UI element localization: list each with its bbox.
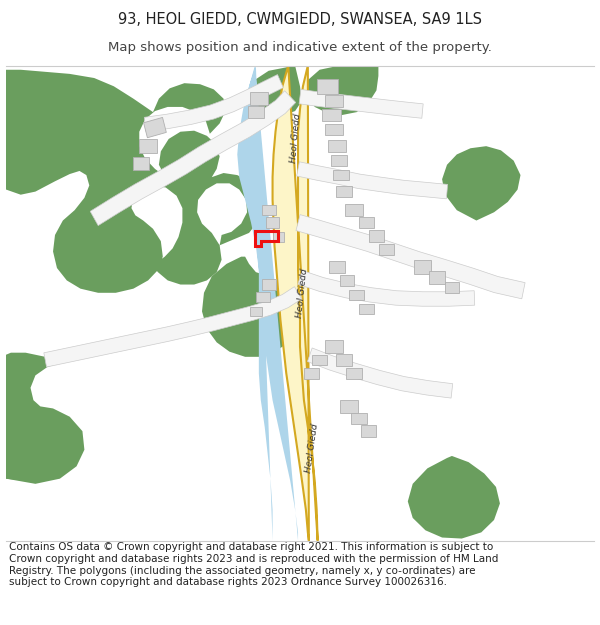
- Polygon shape: [6, 66, 263, 292]
- Polygon shape: [442, 146, 521, 221]
- Bar: [317, 79, 338, 94]
- Bar: [266, 217, 280, 227]
- Bar: [329, 261, 345, 272]
- Bar: [250, 307, 262, 316]
- Bar: [139, 139, 157, 153]
- Bar: [248, 106, 264, 118]
- Text: Map shows position and indicative extent of the property.: Map shows position and indicative extent…: [108, 41, 492, 54]
- Polygon shape: [44, 287, 302, 367]
- Bar: [328, 141, 346, 152]
- Polygon shape: [237, 66, 298, 541]
- Polygon shape: [272, 66, 317, 541]
- Polygon shape: [299, 89, 423, 118]
- Polygon shape: [6, 352, 85, 484]
- Bar: [331, 155, 347, 166]
- Bar: [262, 279, 275, 290]
- Polygon shape: [298, 271, 475, 306]
- Polygon shape: [90, 91, 296, 226]
- Polygon shape: [144, 74, 283, 132]
- Bar: [340, 275, 355, 286]
- Bar: [445, 282, 459, 293]
- Polygon shape: [408, 456, 500, 539]
- Polygon shape: [202, 257, 300, 357]
- Bar: [325, 340, 343, 352]
- Bar: [334, 170, 349, 180]
- Bar: [322, 109, 341, 121]
- Polygon shape: [249, 66, 302, 115]
- Bar: [336, 354, 352, 366]
- Polygon shape: [307, 348, 453, 398]
- Text: Heol Giedd: Heol Giedd: [289, 112, 303, 163]
- Bar: [336, 186, 352, 197]
- Bar: [346, 368, 362, 379]
- Polygon shape: [296, 162, 448, 199]
- Polygon shape: [6, 427, 57, 481]
- Bar: [340, 400, 358, 412]
- Bar: [361, 426, 376, 437]
- Bar: [359, 217, 374, 228]
- Bar: [325, 94, 343, 107]
- Bar: [349, 290, 364, 300]
- Text: 93, HEOL GIEDD, CWMGIEDD, SWANSEA, SA9 1LS: 93, HEOL GIEDD, CWMGIEDD, SWANSEA, SA9 1…: [118, 12, 482, 27]
- Bar: [133, 157, 149, 171]
- Bar: [256, 292, 269, 302]
- Bar: [345, 204, 363, 216]
- Polygon shape: [308, 66, 379, 115]
- Bar: [304, 368, 319, 379]
- Bar: [351, 413, 367, 424]
- Text: Heol Giedd: Heol Giedd: [304, 422, 320, 473]
- Bar: [262, 205, 275, 216]
- Bar: [312, 355, 328, 365]
- Bar: [250, 92, 268, 105]
- Bar: [413, 260, 431, 274]
- Text: Heol Giedd: Heol Giedd: [295, 268, 309, 318]
- Bar: [143, 118, 166, 138]
- Bar: [325, 124, 343, 136]
- Bar: [379, 244, 394, 254]
- Bar: [430, 271, 445, 284]
- Text: Contains OS data © Crown copyright and database right 2021. This information is : Contains OS data © Crown copyright and d…: [9, 542, 499, 587]
- Bar: [359, 304, 374, 314]
- Bar: [272, 232, 284, 242]
- Bar: [368, 231, 384, 242]
- Polygon shape: [296, 214, 525, 299]
